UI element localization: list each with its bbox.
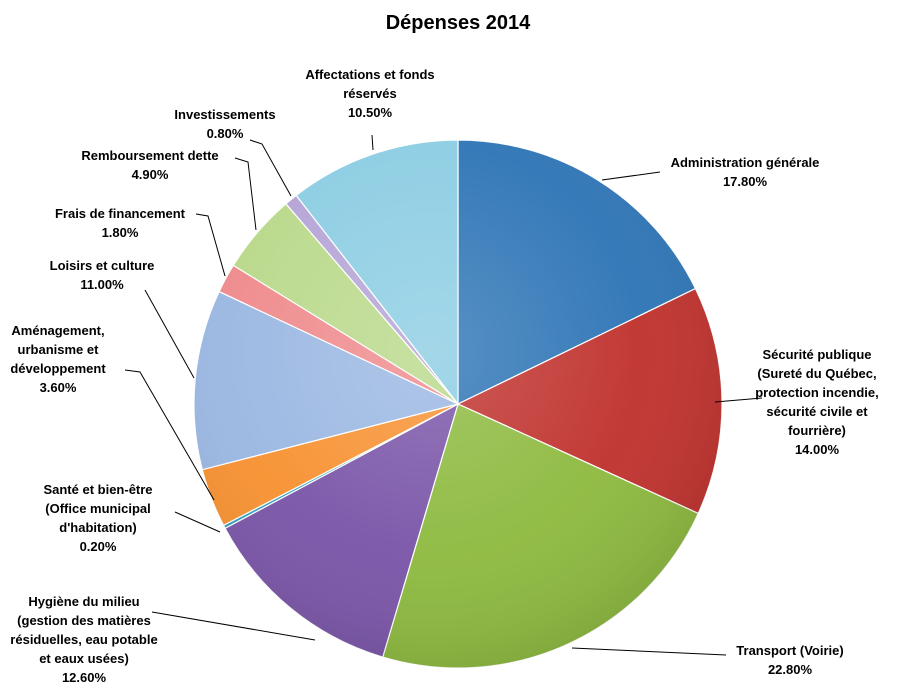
label-line-hygiene-du-milieu: (gestion des matières (17, 613, 151, 628)
label-line-amenagement: urbanisme et (18, 342, 100, 357)
label-investissements: Investissements 0.80% (174, 107, 275, 141)
value-transport: 22.80% (768, 662, 813, 677)
leader-remboursement-dette (234, 157, 257, 231)
value-hygiene-du-milieu: 12.60% (62, 670, 107, 685)
label-line-securite-publique: protection incendie, (755, 385, 879, 400)
value-administration-generale: 17.80% (723, 174, 768, 189)
chart-title: Dépenses 2014 (386, 12, 531, 34)
value-loisirs-et-culture: 11.00% (80, 277, 124, 292)
value-investissements: 0.80% (207, 126, 244, 141)
label-frais-de-financement: Frais de financement 1.80% (55, 206, 186, 240)
label-sante-et-bien-etre: Santé et bien-être (Office municipal d'hab… (43, 482, 152, 554)
leader-securite-publique (714, 397, 763, 403)
label-line-amenagement: développement (10, 361, 106, 376)
label-line-hygiene-du-milieu: résiduelles, eau potable (10, 632, 157, 647)
leader-loisirs-et-culture (144, 289, 195, 379)
value-affectations-et-fonds-reserves: 10.50% (348, 105, 393, 120)
label-line-sante-et-bien-etre: Santé et bien-être (43, 482, 152, 497)
label-line-hygiene-du-milieu: Hygiène du milieu (28, 594, 139, 609)
label-line-transport: Transport (Voirie) (736, 643, 843, 658)
label-transport: Transport (Voirie) 22.80% (736, 643, 843, 677)
label-line-frais-de-financement: Frais de financement (55, 206, 186, 221)
label-line-administration-generale: Administration générale (671, 155, 820, 170)
label-line-securite-publique: sécurité civile et (766, 404, 868, 419)
value-amenagement: 3.60% (40, 380, 77, 395)
leader-transport (571, 647, 727, 656)
leader-sante-et-bien-etre (174, 511, 221, 533)
leader-investissements (249, 139, 292, 197)
value-frais-de-financement: 1.80% (102, 225, 139, 240)
leader-amenagement (124, 369, 215, 501)
label-hygiene-du-milieu: Hygiène du milieu (gestion des matières ré… (10, 594, 157, 685)
label-line-sante-et-bien-etre: (Office municipal (45, 501, 150, 516)
label-line-amenagement: Aménagement, (11, 323, 104, 338)
label-securite-publique: Sécurité publique (Sureté du Québec, prote… (755, 347, 879, 457)
label-amenagement: Aménagement, urbanisme et développement 3.6… (10, 323, 106, 395)
label-line-loisirs-et-culture: Loisirs et culture (50, 258, 155, 273)
leader-administration-generale (601, 171, 661, 181)
label-line-securite-publique: (Sureté du Québec, (757, 366, 876, 381)
label-line-investissements: Investissements (174, 107, 275, 122)
label-line-sante-et-bien-etre: d'habitation) (59, 520, 136, 535)
label-line-securite-publique: fourrière) (788, 423, 846, 438)
value-remboursement-dette: 4.90% (132, 167, 169, 182)
label-line-securite-publique: Sécurité publique (762, 347, 871, 362)
leader-affectations-et-fonds-reserves (371, 134, 374, 151)
value-securite-publique: 14.00% (795, 442, 840, 457)
label-line-affectations-et-fonds-reserves: réservés (343, 86, 397, 101)
label-line-remboursement-dette: Remboursement dette (81, 148, 218, 163)
label-affectations-et-fonds-reserves: Affectations et fonds réservés 10.50% (305, 67, 434, 120)
label-line-affectations-et-fonds-reserves: Affectations et fonds (305, 67, 434, 82)
label-loisirs-et-culture: Loisirs et culture 11.00% (50, 258, 155, 292)
label-remboursement-dette: Remboursement dette 4.90% (81, 148, 218, 182)
leader-hygiene-du-milieu (151, 611, 316, 641)
leader-frais-de-financement (195, 213, 226, 277)
label-administration-generale: Administration générale 17.80% (671, 155, 820, 189)
value-sante-et-bien-etre: 0.20% (80, 539, 117, 554)
label-line-hygiene-du-milieu: et eaux usées) (39, 651, 129, 666)
